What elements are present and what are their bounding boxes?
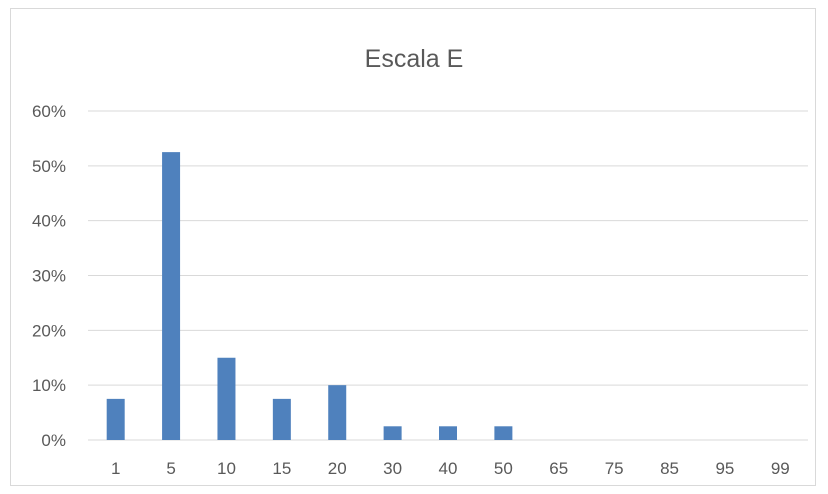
x-tick-label: 75 (605, 459, 624, 478)
gridlines (88, 110, 808, 441)
x-tick-label: 85 (660, 459, 679, 478)
y-tick-label: 40% (32, 212, 66, 231)
y-tick-label: 20% (32, 321, 66, 340)
x-tick-label: 20 (328, 459, 347, 478)
y-tick-label: 60% (32, 102, 66, 121)
y-axis-ticks: 0% 10% 20% 30% 40% 50% 60% (32, 102, 66, 450)
x-axis-ticks: 1 5 10 15 20 30 40 50 65 75 85 95 99 (111, 459, 790, 478)
x-tick-label: 15 (272, 459, 291, 478)
bar (439, 426, 457, 440)
y-tick-label: 30% (32, 267, 66, 286)
bar (328, 385, 347, 440)
bar (162, 152, 181, 440)
x-tick-label: 65 (549, 459, 568, 478)
x-tick-label: 30 (383, 459, 402, 478)
chart-title: Escala E (364, 45, 464, 73)
bar (383, 426, 402, 440)
x-tick-label: 99 (771, 459, 790, 478)
bars (106, 152, 513, 440)
x-tick-label: 50 (494, 459, 513, 478)
x-tick-label: 95 (715, 459, 734, 478)
y-tick-label: 50% (32, 157, 66, 176)
chart-frame: Escala E (10, 8, 816, 486)
x-tick-label: 40 (439, 459, 458, 478)
x-tick-label: 5 (166, 459, 175, 478)
bar (494, 426, 513, 440)
bar (272, 398, 291, 440)
bar (217, 357, 236, 440)
x-tick-label: 10 (217, 459, 236, 478)
x-tick-label: 1 (111, 459, 120, 478)
y-tick-label: 0% (41, 431, 66, 450)
y-tick-label: 10% (32, 376, 66, 395)
bar (106, 398, 125, 440)
